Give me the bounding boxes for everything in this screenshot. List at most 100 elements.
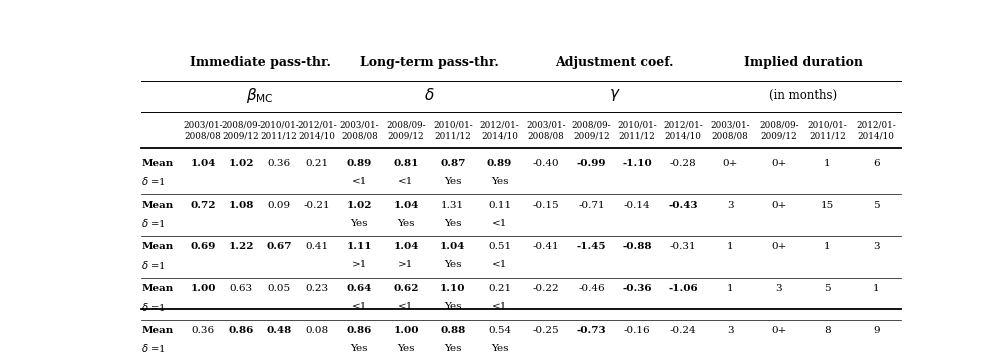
- Text: 1: 1: [727, 243, 734, 251]
- Text: 9: 9: [873, 326, 879, 335]
- Text: Mean: Mean: [141, 326, 174, 335]
- Text: 0.08: 0.08: [306, 326, 329, 335]
- Text: -0.16: -0.16: [624, 326, 650, 335]
- Text: $\beta_{\mathrm{MC}}$: $\beta_{\mathrm{MC}}$: [246, 86, 274, 105]
- Text: Yes: Yes: [444, 344, 461, 353]
- Text: 0.64: 0.64: [347, 284, 372, 293]
- Text: 1: 1: [824, 243, 831, 251]
- Text: 1.04: 1.04: [393, 201, 419, 210]
- Text: -0.22: -0.22: [533, 284, 559, 293]
- Text: Yes: Yes: [444, 219, 461, 228]
- Text: 1: 1: [873, 284, 879, 293]
- Text: <1: <1: [398, 177, 414, 186]
- Text: -0.25: -0.25: [533, 326, 559, 335]
- Text: 2012/01-
2014/10: 2012/01- 2014/10: [297, 121, 337, 141]
- Text: 2010/01-
2011/12: 2010/01- 2011/12: [808, 121, 847, 141]
- Text: 1.04: 1.04: [440, 243, 465, 251]
- Text: 0.63: 0.63: [229, 284, 252, 293]
- Text: 5: 5: [873, 201, 879, 210]
- Text: $\delta$ =1: $\delta$ =1: [141, 301, 166, 313]
- Text: -0.99: -0.99: [577, 159, 606, 168]
- Text: 1.31: 1.31: [441, 201, 464, 210]
- Text: Yes: Yes: [397, 344, 415, 353]
- Text: <1: <1: [398, 302, 414, 311]
- Text: 0+: 0+: [771, 243, 787, 251]
- Text: <1: <1: [352, 302, 367, 311]
- Text: 0.41: 0.41: [306, 243, 329, 251]
- Text: 1.22: 1.22: [228, 243, 253, 251]
- Text: -0.73: -0.73: [577, 326, 606, 335]
- Text: 0.21: 0.21: [487, 284, 512, 293]
- Text: -0.43: -0.43: [668, 201, 697, 210]
- Text: >1: >1: [398, 260, 414, 269]
- Text: 2008/09-
2009/12: 2008/09- 2009/12: [221, 121, 261, 141]
- Text: 5: 5: [824, 284, 831, 293]
- Text: 0.51: 0.51: [487, 243, 512, 251]
- Text: 0.23: 0.23: [306, 284, 329, 293]
- Text: 0+: 0+: [771, 159, 787, 168]
- Text: -1.45: -1.45: [577, 243, 606, 251]
- Text: -1.06: -1.06: [668, 284, 697, 293]
- Text: 0.86: 0.86: [347, 326, 372, 335]
- Text: -0.41: -0.41: [533, 243, 559, 251]
- Text: 1.04: 1.04: [393, 243, 419, 251]
- Text: 2003/01-
2008/08: 2003/01- 2008/08: [340, 121, 379, 141]
- Text: 2010/01-
2011/12: 2010/01- 2011/12: [433, 121, 472, 141]
- Text: 0.72: 0.72: [190, 201, 216, 210]
- Text: 2010/01-
2011/12: 2010/01- 2011/12: [259, 121, 298, 141]
- Text: $\delta$: $\delta$: [424, 87, 435, 103]
- Text: 2003/01-
2008/08: 2003/01- 2008/08: [711, 121, 750, 141]
- Text: -0.14: -0.14: [624, 201, 650, 210]
- Text: 0+: 0+: [771, 201, 787, 210]
- Text: Yes: Yes: [444, 302, 461, 311]
- Text: 0.09: 0.09: [267, 201, 290, 210]
- Text: $\delta$ =1: $\delta$ =1: [141, 259, 166, 271]
- Text: Yes: Yes: [351, 219, 368, 228]
- Text: Mean: Mean: [141, 284, 174, 293]
- Text: 2008/09-
2009/12: 2008/09- 2009/12: [572, 121, 611, 141]
- Text: 0.89: 0.89: [486, 159, 513, 168]
- Text: 3: 3: [727, 326, 734, 335]
- Text: 2008/09-
2009/12: 2008/09- 2009/12: [759, 121, 799, 141]
- Text: 0.88: 0.88: [440, 326, 465, 335]
- Text: 1.02: 1.02: [228, 159, 253, 168]
- Text: -0.46: -0.46: [578, 284, 605, 293]
- Text: 1.11: 1.11: [347, 243, 372, 251]
- Text: Adjustment coef.: Adjustment coef.: [555, 56, 673, 69]
- Text: 1: 1: [727, 284, 734, 293]
- Text: 0.86: 0.86: [228, 326, 253, 335]
- Text: Implied duration: Implied duration: [744, 56, 862, 69]
- Text: $\delta$ =1: $\delta$ =1: [141, 175, 166, 187]
- Text: 1.00: 1.00: [393, 326, 419, 335]
- Text: 0.81: 0.81: [393, 159, 419, 168]
- Text: 2012/01-
2014/10: 2012/01- 2014/10: [479, 121, 520, 141]
- Text: 0.21: 0.21: [306, 159, 329, 168]
- Text: 0.05: 0.05: [267, 284, 290, 293]
- Text: <1: <1: [491, 302, 508, 311]
- Text: <1: <1: [491, 219, 508, 228]
- Text: 1.10: 1.10: [440, 284, 465, 293]
- Text: 3: 3: [873, 243, 879, 251]
- Text: 1.02: 1.02: [347, 201, 372, 210]
- Text: 2010/01-
2011/12: 2010/01- 2011/12: [617, 121, 657, 141]
- Text: -1.10: -1.10: [622, 159, 652, 168]
- Text: 0.89: 0.89: [347, 159, 372, 168]
- Text: $\delta$ =1: $\delta$ =1: [141, 217, 166, 229]
- Text: -0.28: -0.28: [669, 159, 696, 168]
- Text: 0.87: 0.87: [440, 159, 465, 168]
- Text: -0.31: -0.31: [669, 243, 696, 251]
- Text: Immediate pass-thr.: Immediate pass-thr.: [190, 56, 331, 69]
- Text: -0.88: -0.88: [622, 243, 652, 251]
- Text: <1: <1: [491, 260, 508, 269]
- Text: (in months): (in months): [769, 89, 837, 102]
- Text: -0.36: -0.36: [622, 284, 652, 293]
- Text: 2003/01-
2008/08: 2003/01- 2008/08: [526, 121, 566, 141]
- Text: -0.24: -0.24: [669, 326, 696, 335]
- Text: 1.04: 1.04: [190, 159, 216, 168]
- Text: Yes: Yes: [397, 219, 415, 228]
- Text: 6: 6: [873, 159, 879, 168]
- Text: $\delta$ =1: $\delta$ =1: [141, 342, 166, 353]
- Text: 3: 3: [776, 284, 782, 293]
- Text: Yes: Yes: [444, 177, 461, 186]
- Text: -0.40: -0.40: [533, 159, 559, 168]
